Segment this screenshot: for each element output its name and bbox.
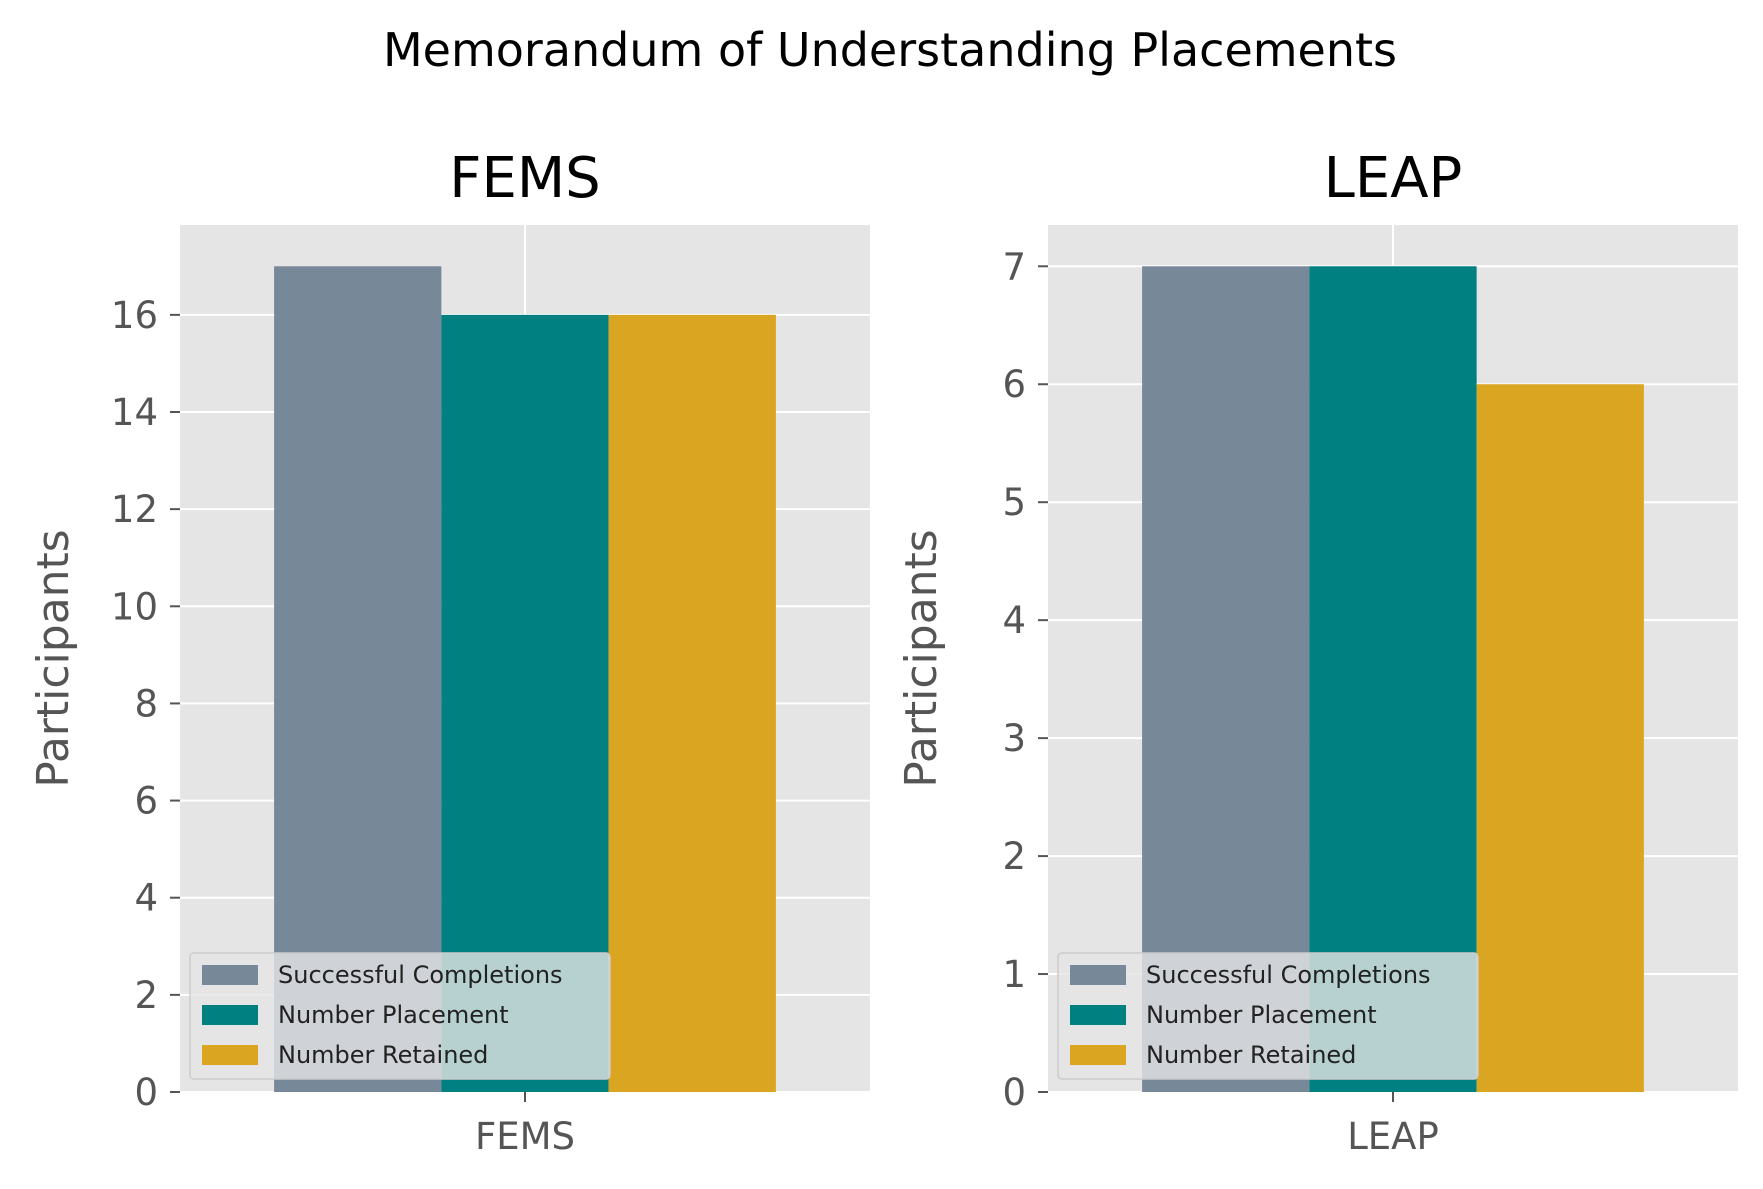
y-tick-label: 14 <box>111 391 158 434</box>
figure-title: Memorandum of Understanding Placements <box>383 23 1397 77</box>
y-tick-label: 3 <box>1002 717 1026 760</box>
axes-title: LEAP <box>1324 146 1463 211</box>
legend-swatch-successful-completions <box>1070 965 1126 985</box>
y-tick-label: 6 <box>134 780 158 823</box>
axes-title: FEMS <box>449 146 600 211</box>
legend-label-number-retained: Number Retained <box>1146 1041 1356 1069</box>
legend-label-number-placement: Number Placement <box>278 1001 509 1029</box>
y-axis-label: Participants <box>28 529 79 787</box>
y-tick-label: 0 <box>1002 1071 1026 1114</box>
bar-number-retained <box>1476 384 1644 1093</box>
chart-leap: 0 1 2 3 4 5 6 7 LEAP LEAP Participants Successful C… <box>896 146 1738 1158</box>
legend-label-successful-completions: Successful Completions <box>278 961 563 989</box>
legend-label-number-placement: Number Placement <box>1146 1001 1377 1029</box>
y-tick-label: 1 <box>1002 953 1026 996</box>
legend: Successful Completions Number Placement Nu… <box>189 952 611 1080</box>
y-tick-label: 6 <box>1002 363 1026 406</box>
legend-frame <box>189 952 611 1080</box>
legend-label-successful-completions: Successful Completions <box>1146 961 1431 989</box>
y-tick-label: 2 <box>1002 835 1026 878</box>
chart-fems: 0 2 4 6 8 10 12 14 16 FEMS FEMS Participants Success… <box>28 146 870 1158</box>
legend-swatch-number-retained <box>202 1045 258 1065</box>
y-tick-label: 2 <box>134 974 158 1017</box>
y-tick-label: 4 <box>134 877 158 920</box>
y-tick-label: 8 <box>134 682 158 725</box>
y-tick-label: 10 <box>111 585 158 628</box>
y-axis-label: Participants <box>896 529 947 787</box>
y-tick-label: 4 <box>1002 599 1026 642</box>
y-tick-label: 5 <box>1002 481 1026 524</box>
y-tick-label: 7 <box>1002 245 1026 288</box>
legend: Successful Completions Number Placement Nu… <box>1057 952 1479 1080</box>
y-tick-label: 16 <box>111 294 158 337</box>
legend-swatch-successful-completions <box>202 965 258 985</box>
legend-swatch-number-retained <box>1070 1045 1126 1065</box>
legend-swatch-number-placement <box>202 1005 258 1025</box>
legend-swatch-number-placement <box>1070 1005 1126 1025</box>
x-tick-label: FEMS <box>475 1115 575 1158</box>
y-tick-label: 0 <box>134 1071 158 1114</box>
y-tick-label: 12 <box>111 488 158 531</box>
x-tick-label: LEAP <box>1347 1115 1439 1158</box>
legend-frame <box>1057 952 1479 1080</box>
legend-label-number-retained: Number Retained <box>278 1041 488 1069</box>
bar-number-retained <box>608 314 776 1092</box>
